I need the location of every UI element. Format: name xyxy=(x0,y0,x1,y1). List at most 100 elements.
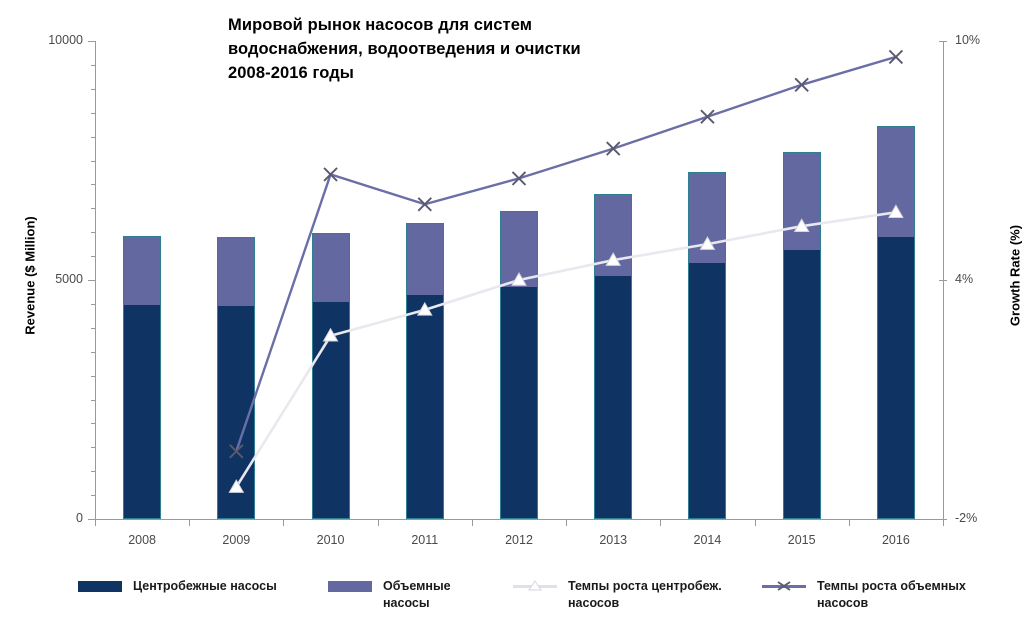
y-axis-left-tick-label: 0 xyxy=(76,511,83,525)
x-axis-tick-label: 2015 xyxy=(787,533,816,547)
y-axis-left-tick-mark xyxy=(91,423,95,424)
legend: Центробежные насосы Объемные насосы Темпы р… xyxy=(0,572,1035,630)
legend-label: Темпы роста объемных насосов xyxy=(817,578,966,612)
legend-item[interactable]: Центробежные насосы xyxy=(78,578,277,595)
y-axis-left-tick-mark xyxy=(91,400,95,401)
bar-segment-volumetric[interactable] xyxy=(217,237,256,306)
x-axis-tick-label: 2013 xyxy=(599,533,628,547)
line-marker-triangle[interactable] xyxy=(793,218,810,232)
x-axis-tick-mark xyxy=(849,519,850,526)
y-axis-left-tick-mark xyxy=(91,137,95,138)
x-axis-tick-label: 2016 xyxy=(881,533,910,547)
legend-label-line-1: Объемные xyxy=(383,579,451,593)
bar-segment-volumetric[interactable] xyxy=(123,235,162,305)
line-marker-x[interactable] xyxy=(888,49,904,65)
line-marker-triangle[interactable] xyxy=(416,301,433,316)
x-axis-tick-label: 2011 xyxy=(411,533,439,547)
legend-label-line-1: Темпы роста объемных xyxy=(817,579,966,593)
y-axis-left-tick-mark xyxy=(91,184,95,185)
line-marker-triangle[interactable] xyxy=(228,479,245,493)
x-axis-line xyxy=(95,519,944,520)
legend-label: Центробежные насосы xyxy=(133,578,277,595)
line-marker-triangle[interactable] xyxy=(605,252,622,266)
line-marker-x[interactable] xyxy=(323,167,338,182)
line-marker-x[interactable] xyxy=(794,77,809,92)
legend-label-line-2: насосов xyxy=(568,595,620,610)
legend-line-x-icon xyxy=(762,579,806,593)
chart-title-line-2: водоснабжения, водоотведения и очистки xyxy=(228,39,581,58)
x-axis-tick-mark xyxy=(189,519,190,526)
legend-item[interactable]: Темпы роста объемных насосов xyxy=(762,578,966,612)
chart-title: Мировой рынок насосов для систем водосна… xyxy=(228,14,698,86)
y-axis-left-tick-mark xyxy=(91,208,95,209)
bar-segment-centrifugal[interactable] xyxy=(782,249,821,519)
legend-label-line-1: Центробежные насосы xyxy=(133,579,277,593)
x-axis-tick-label: 2014 xyxy=(693,533,722,547)
line-marker-x[interactable] xyxy=(417,197,432,212)
y-axis-left-line xyxy=(95,41,96,520)
chart-title-line-3: 2008-2016 годы xyxy=(228,63,354,82)
y-axis-right-line xyxy=(943,41,944,520)
line-marker-triangle[interactable] xyxy=(322,327,339,342)
line-marker-x[interactable] xyxy=(700,109,715,124)
x-axis-tick-mark xyxy=(755,519,756,526)
y-axis-left-tick-mark xyxy=(91,495,95,496)
x-axis-tick-mark xyxy=(95,519,96,526)
legend-swatch-icon xyxy=(328,581,372,592)
bar-segment-centrifugal[interactable] xyxy=(594,276,633,519)
x-axis-tick-mark xyxy=(660,519,661,526)
legend-line-triangle-icon xyxy=(513,579,557,593)
bar-segment-volumetric[interactable] xyxy=(405,222,444,295)
y-axis-left-tick-mark xyxy=(91,89,95,90)
x-axis-tick-mark xyxy=(283,519,284,526)
x-axis-tick-mark xyxy=(943,519,944,526)
y-axis-left-tick-mark xyxy=(91,376,95,377)
x-axis-tick-label: 2010 xyxy=(316,533,345,547)
y-axis-left-tick-mark xyxy=(88,519,95,520)
bar-segment-centrifugal[interactable] xyxy=(688,262,727,519)
legend-label-line-1: Темпы роста центробеж. xyxy=(568,579,722,593)
y-axis-left-tick-mark xyxy=(91,328,95,329)
y-axis-right-tick-label: 4% xyxy=(955,272,974,286)
y-axis-left-tick-mark xyxy=(91,447,95,448)
y-axis-left-tick-label: 10000 xyxy=(48,33,83,47)
y-axis-left-tick-mark xyxy=(91,113,95,114)
y-axis-left-tick-mark xyxy=(88,280,95,281)
y-axis-left-tick-mark xyxy=(91,65,95,66)
line-marker-x[interactable] xyxy=(606,141,621,156)
line-marker-x[interactable] xyxy=(511,171,527,186)
x-axis-tick-mark xyxy=(566,519,567,526)
x-axis-tick-mark xyxy=(378,519,379,526)
legend-label-line-2: насосов xyxy=(817,595,869,610)
x-axis-tick-label: 2012 xyxy=(505,533,533,547)
line-marker-triangle[interactable] xyxy=(699,236,716,250)
bar-segment-centrifugal[interactable] xyxy=(500,286,538,519)
line-marker-triangle[interactable] xyxy=(511,271,527,286)
legend-item[interactable]: Объемные насосы xyxy=(328,578,451,612)
y-axis-left-tick-mark xyxy=(91,304,95,305)
bar-segment-centrifugal[interactable] xyxy=(405,294,444,519)
bar-segment-volumetric[interactable] xyxy=(782,151,821,250)
bar-segment-centrifugal[interactable] xyxy=(876,236,915,519)
y-axis-left-tick-mark xyxy=(91,232,95,233)
y-axis-left-tick-mark xyxy=(91,161,95,162)
x-axis-tick-label: 2008 xyxy=(128,533,157,547)
y-axis-right-tick-label: -2% xyxy=(955,511,978,525)
y-axis-left-tick-mark xyxy=(91,352,95,353)
bar-segment-volumetric[interactable] xyxy=(876,126,915,237)
legend-item[interactable]: Темпы роста центробеж. насосов xyxy=(513,578,722,612)
legend-swatch-icon xyxy=(78,581,122,592)
line-growth-volumetric xyxy=(235,55,897,452)
chart-title-line-1: Мировой рынок насосов для систем xyxy=(228,16,533,34)
x-axis-tick-label: 2009 xyxy=(222,533,251,547)
line-marker-x[interactable] xyxy=(229,444,244,459)
legend-label: Объемные насосы xyxy=(383,578,451,612)
y-axis-left-tick-mark xyxy=(88,41,95,42)
x-axis-tick-mark xyxy=(472,519,473,526)
line-marker-triangle[interactable] xyxy=(888,204,904,219)
y-axis-left-tick-mark xyxy=(91,471,95,472)
bar-segment-centrifugal[interactable] xyxy=(123,304,162,519)
bar-segment-volumetric[interactable] xyxy=(311,232,350,302)
